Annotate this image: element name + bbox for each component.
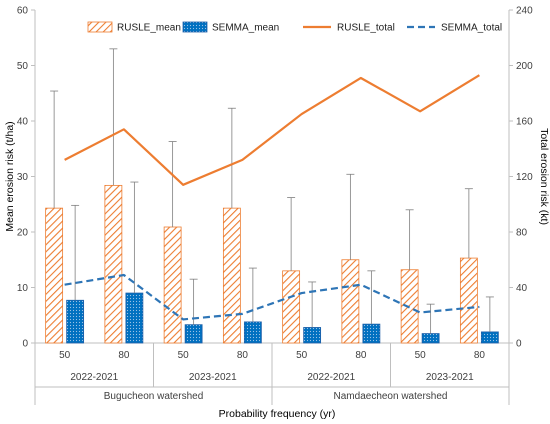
semma-mean-bar <box>125 292 144 344</box>
semma-mean-bar <box>480 331 499 344</box>
x-tick-label: 50 <box>415 350 427 361</box>
semma-total-line <box>64 273 480 321</box>
right-tick-label: 160 <box>516 117 533 128</box>
left-tick-label: 50 <box>17 61 29 72</box>
semma-mean-bar <box>184 324 203 344</box>
semma-mean-bar <box>243 321 262 344</box>
left-tick-label: 0 <box>22 339 28 350</box>
left-tick-label: 60 <box>17 6 29 17</box>
semma-mean-bar <box>303 327 322 344</box>
left-tick-label: 10 <box>17 283 29 294</box>
left-tick-label: 20 <box>17 228 29 239</box>
x-axis-title: Probability frequency (yr) <box>219 408 336 420</box>
legend-label: SEMMA_total <box>441 23 502 34</box>
x-tick-label: 80 <box>118 350 130 361</box>
right-tick-label: 200 <box>516 61 533 72</box>
right-tick-label: 120 <box>516 172 533 183</box>
rusle-mean-bar <box>282 270 301 344</box>
group-label: 2023-2021 <box>426 372 474 383</box>
legend-label: RUSLE_mean <box>117 23 181 34</box>
rusle-total-line <box>64 74 480 186</box>
x-tick-label: 50 <box>59 350 71 361</box>
semma-mean-bar <box>421 333 440 344</box>
rusle-mean-bar <box>104 184 123 344</box>
legend-rusle-mean-swatch <box>87 21 113 33</box>
right-tick-label: 40 <box>516 283 528 294</box>
rusle-mean-bar <box>45 207 64 344</box>
x-tick-label: 80 <box>237 350 249 361</box>
legend-semma-mean-swatch <box>182 21 208 33</box>
right-tick-label: 80 <box>516 228 528 239</box>
watershed-label: Bugucheon watershed <box>104 391 204 402</box>
x-tick-label: 80 <box>355 350 367 361</box>
rusle-mean-bar <box>163 226 182 344</box>
x-tick-label: 50 <box>178 350 190 361</box>
group-label: 2022-2021 <box>307 372 355 383</box>
x-tick-label: 50 <box>296 350 308 361</box>
right-tick-label: 0 <box>516 339 522 350</box>
rusle-mean-bar <box>341 259 360 344</box>
y2-axis-title: Total erosion risk (kt) <box>538 128 550 225</box>
group-label: 2023-2021 <box>189 372 237 383</box>
legend-label: RUSLE_total <box>337 23 395 34</box>
semma-mean-bar <box>362 323 381 344</box>
right-tick-label: 240 <box>516 6 533 17</box>
semma-mean-bar <box>66 299 85 344</box>
left-tick-label: 40 <box>17 117 29 128</box>
rusle-mean-bar <box>459 257 478 344</box>
group-label: 2022-2021 <box>70 372 118 383</box>
left-tick-label: 30 <box>17 172 29 183</box>
rusle-mean-bar <box>222 207 241 344</box>
legend-label: SEMMA_mean <box>212 23 279 34</box>
x-tick-label: 80 <box>474 350 486 361</box>
y-axis-title: Mean erosion risk (t/ha) <box>4 121 16 231</box>
watershed-label: Namdaecheon watershed <box>334 391 448 402</box>
